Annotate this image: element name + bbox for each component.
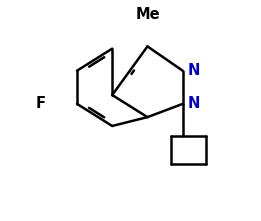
- Text: Me: Me: [135, 7, 160, 22]
- Text: F: F: [35, 96, 45, 111]
- Text: N: N: [187, 96, 200, 111]
- Text: N: N: [187, 63, 200, 78]
